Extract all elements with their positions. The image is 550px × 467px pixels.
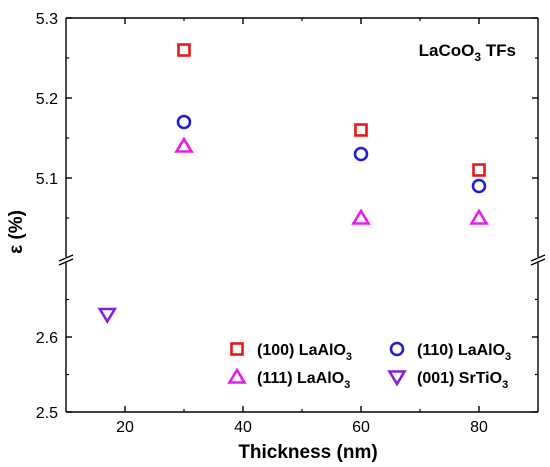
legend-marker [227, 367, 247, 384]
legend-label: (110) LaAlO3 [417, 342, 511, 363]
data-point [177, 43, 191, 57]
chart-title: LaCoO3 TFs [419, 41, 516, 64]
data-point [351, 208, 371, 225]
legend-label-subscript: 3 [502, 379, 508, 391]
data-point [174, 136, 194, 153]
legend-marker [387, 370, 407, 387]
x-tick-label: 40 [234, 419, 252, 436]
axis-break-marks [56, 254, 548, 266]
legend-marker [389, 341, 405, 357]
legend-label-main: (001) SrTiO [417, 370, 502, 387]
legend-label-subscript: 3 [344, 379, 350, 391]
y-tick-label: 2.6 [36, 330, 58, 347]
data-point [472, 163, 486, 177]
data-point [353, 146, 369, 162]
data-point [471, 178, 487, 194]
axis-break-gap-left [56, 257, 76, 263]
axis-break-mark [530, 258, 546, 266]
chart-title-suffix: TFs [481, 41, 516, 60]
axis-break-mark [58, 254, 74, 262]
y-tick-label: 2.5 [36, 405, 58, 422]
legend-label-subscript: 3 [346, 351, 352, 363]
legend-label-main: (111) LaAlO [257, 370, 344, 387]
chart-title-main: LaCoO [419, 41, 475, 60]
y-axis-title: ε (%) [6, 210, 27, 254]
data-point [469, 208, 489, 225]
data-point [176, 114, 192, 130]
y-axis: 5.1 5.2 5.3 2.5 2.6 [36, 11, 538, 422]
data-points [97, 43, 489, 325]
x-axis-title: Thickness (nm) [238, 442, 377, 463]
data-point [97, 307, 118, 325]
axis-break-mark [58, 258, 74, 266]
x-axis: 20 40 60 80 [116, 18, 488, 436]
legend-label-subscript: 3 [505, 351, 511, 363]
legend-label: (001) SrTiO3 [417, 370, 508, 391]
x-tick-label: 80 [470, 419, 488, 436]
x-tick-label: 20 [116, 419, 134, 436]
legend-marker [230, 342, 244, 356]
axis-break-gap-right [528, 257, 548, 263]
data-point [354, 123, 368, 137]
x-tick-label: 60 [352, 419, 370, 436]
legend-label-main: (110) LaAlO [417, 342, 505, 359]
chart-title-subscript: 3 [474, 50, 481, 64]
axis-break-mark [530, 254, 546, 262]
legend-label: (111) LaAlO3 [257, 370, 350, 391]
legend-label-main: (100) LaAlO [257, 342, 346, 359]
y-tick-label: 5.1 [36, 171, 58, 188]
legend: (100) LaAlO3 (110) LaAlO3(111) LaAlO3 (001… [227, 341, 511, 391]
y-tick-label: 5.2 [36, 91, 58, 108]
y-tick-label: 5.3 [36, 11, 58, 28]
legend-label: (100) LaAlO3 [257, 342, 352, 363]
